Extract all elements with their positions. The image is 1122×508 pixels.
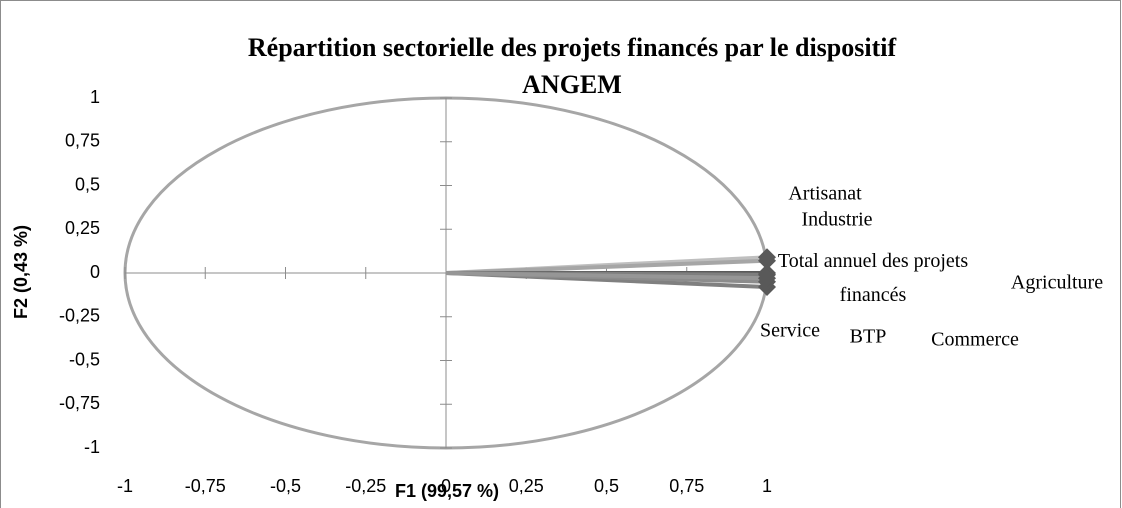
y-tick-label: 0,5	[75, 174, 100, 194]
y-tick-label: 0	[90, 262, 100, 282]
point-label: Service	[760, 320, 820, 342]
x-tick-label: 0,75	[669, 476, 704, 496]
vector	[445, 271, 768, 281]
x-tick-label: -0,25	[345, 476, 386, 496]
point-marker	[758, 251, 776, 270]
vector	[445, 258, 768, 275]
y-tick-label: 0,25	[65, 218, 100, 238]
point-label: Agriculture	[1011, 272, 1103, 294]
y-tick-label: -1	[84, 437, 100, 457]
x-tick-label: -0,5	[270, 476, 301, 496]
point-marker	[758, 269, 776, 288]
chart-title: ANGEM	[522, 70, 622, 99]
x-tick-label: 0,5	[594, 476, 619, 496]
point-label: Industrie	[801, 209, 872, 231]
point-label: Artisanat	[788, 183, 862, 205]
x-tick-label: 1	[762, 476, 772, 496]
x-axis-title: F1 (99,57 %)	[395, 481, 499, 501]
point-label: Commerce	[931, 329, 1019, 351]
x-tick-label: 0	[441, 476, 451, 496]
point-label: Total annuel des projets financés	[778, 250, 968, 306]
y-tick-label: -0,5	[69, 349, 100, 369]
x-tick-label: -0,75	[185, 476, 226, 496]
y-tick-label: -0,75	[59, 393, 100, 413]
point-label: BTP	[850, 326, 887, 348]
x-tick-label: 0,25	[509, 476, 544, 496]
chart-title: Répartition sectorielle des projets fina…	[248, 33, 897, 62]
y-tick-label: 1	[90, 87, 100, 107]
y-axis-title: F2 (0,43 %)	[11, 225, 31, 319]
x-tick-label: -1	[117, 476, 133, 496]
y-tick-label: -0,25	[59, 306, 100, 326]
y-tick-label: 0,75	[65, 131, 100, 151]
